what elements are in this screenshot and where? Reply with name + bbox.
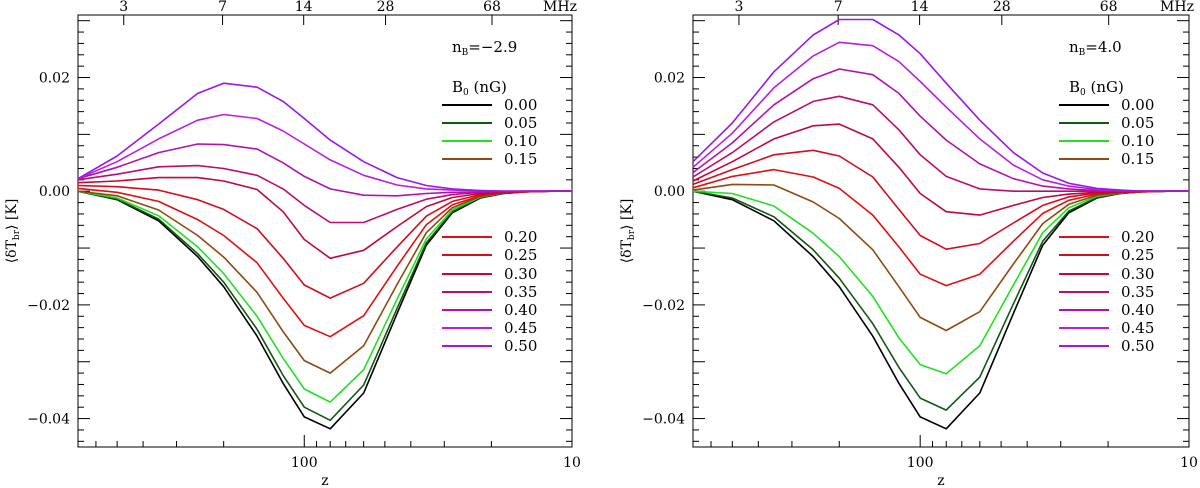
- series-line-0.50: [77, 82, 572, 192]
- legend-label-0.05: 0.05: [504, 114, 537, 132]
- legend-label-0.35: 0.35: [504, 283, 537, 301]
- series-line-0.40: [77, 143, 572, 197]
- x-tick-label: 100: [291, 455, 318, 471]
- legend-label-0.30: 0.30: [504, 265, 537, 283]
- legend-label-0.20: 0.20: [504, 228, 537, 246]
- top-tick-label: 68: [1100, 0, 1118, 15]
- legend-title-main: B: [1069, 78, 1080, 96]
- x-axis-label: z: [937, 473, 944, 488]
- y-tick-label: −0.04: [642, 412, 685, 428]
- y-axis-label-main: ⟨δT: [619, 239, 635, 263]
- panel-left: 100 10 3 7 14 28 68 MHz 0.02 0.00 −0.02 −0.04 z ⟨δTbr…: [4, 0, 581, 488]
- nB-label: n: [1069, 38, 1079, 56]
- top-tick-label: 14: [295, 0, 313, 15]
- series-line-0.00: [77, 190, 572, 430]
- plot-frame: [692, 14, 1190, 448]
- legend-label-0.40: 0.40: [1121, 301, 1154, 319]
- y-axis-label: ⟨δTbr⟩ [K]: [619, 199, 637, 264]
- nB-annotation: nB=−2.9: [452, 38, 517, 58]
- nB-sub: B: [1079, 48, 1086, 58]
- x-tick-label: 10: [1180, 455, 1198, 471]
- y-axis-label-main: ⟨δT: [4, 239, 20, 263]
- legend-label-0.05: 0.05: [1121, 114, 1154, 132]
- series-line-0.25: [692, 149, 1189, 250]
- x-axis-label: z: [321, 473, 328, 488]
- legend-label-0.20: 0.20: [1121, 228, 1154, 246]
- y-tick-label: 0.00: [39, 184, 70, 200]
- nB-sub: B: [462, 48, 469, 58]
- legend-label-0.10: 0.10: [504, 132, 537, 150]
- svg-text:⟨δTbr⟩ [K]: ⟨δTbr⟩ [K]: [619, 199, 637, 264]
- y-axis-label-sub: br: [627, 229, 637, 240]
- series-line-0.20: [77, 187, 572, 338]
- legend-label-0.30: 0.30: [1121, 265, 1154, 283]
- legend-title-unit: (nG): [469, 78, 507, 96]
- legend-title: B0 (nG): [1069, 78, 1124, 98]
- series-line-0.45: [692, 41, 1189, 192]
- top-tick-label: 3: [119, 0, 128, 15]
- top-axis-unit: MHz: [543, 0, 577, 15]
- legend-label-0.15: 0.15: [1121, 150, 1154, 168]
- nB-label: n: [452, 38, 462, 56]
- y-axis-label-sub: br: [12, 229, 22, 240]
- y-axis-label: ⟨δTbr⟩ [K]: [4, 199, 22, 264]
- plot-frame: [77, 14, 573, 448]
- top-tick-label: 28: [993, 0, 1011, 15]
- y-tick-label: 0.02: [39, 71, 70, 87]
- series-line-0.05: [77, 190, 572, 422]
- series-line-0.15: [692, 183, 1189, 332]
- top-tick-label: 3: [734, 0, 743, 15]
- nB-value: =4.0: [1085, 38, 1121, 56]
- x-tick-label: 100: [907, 455, 934, 471]
- panel-right: 100 10 3 7 14 28 68 MHz 0.02 0.00 −0.02 −0.04 z ⟨δTbr…: [619, 0, 1198, 488]
- y-tick-label: 0.02: [654, 71, 685, 87]
- y-tick-label: 0.00: [654, 184, 685, 200]
- y-axis-label-unit: ⟩ [K]: [4, 199, 20, 230]
- series-line-0.30: [692, 123, 1189, 216]
- y-axis-label-unit: ⟩ [K]: [619, 199, 635, 230]
- legend-label-0.25: 0.25: [504, 246, 537, 264]
- legend-title-sub: 0: [1080, 88, 1086, 98]
- legend-title-main: B: [452, 78, 463, 96]
- series-line-0.05: [692, 190, 1189, 411]
- x-tick-label: 10: [563, 455, 581, 471]
- top-tick-label: 68: [483, 0, 501, 15]
- top-tick-label: 28: [377, 0, 395, 15]
- series-line-0.25: [77, 184, 572, 299]
- legend-label-0.40: 0.40: [504, 301, 537, 319]
- legend-title-sub: 0: [463, 88, 469, 98]
- top-tick-label: 14: [911, 0, 929, 15]
- legend-title: B0 (nG): [452, 78, 507, 98]
- legend-label-0.00: 0.00: [1121, 96, 1154, 114]
- legend-label-0.25: 0.25: [1121, 246, 1154, 264]
- top-axis-unit: MHz: [1160, 0, 1194, 15]
- series-line-0.20: [692, 168, 1189, 287]
- legend-label-0.35: 0.35: [1121, 283, 1154, 301]
- legend-label-0.00: 0.00: [504, 96, 537, 114]
- series-line-0.00: [692, 190, 1189, 430]
- nB-annotation: nB=4.0: [1069, 38, 1122, 58]
- legend-label-0.50: 0.50: [1121, 337, 1154, 355]
- series-line-0.45: [77, 113, 572, 192]
- top-tick-label: 7: [218, 0, 227, 15]
- legend-title-unit: (nG): [1086, 78, 1124, 96]
- svg-text:⟨δTbr⟩ [K]: ⟨δTbr⟩ [K]: [4, 199, 22, 264]
- y-tick-label: −0.04: [27, 412, 70, 428]
- series-line-0.50: [692, 18, 1189, 192]
- legend-label-0.45: 0.45: [504, 319, 537, 337]
- legend-label-0.15: 0.15: [504, 150, 537, 168]
- y-tick-label: −0.02: [27, 298, 70, 314]
- legend-label-0.45: 0.45: [1121, 319, 1154, 337]
- legend-label-0.10: 0.10: [1121, 132, 1154, 150]
- nB-value: =−2.9: [468, 38, 517, 56]
- top-tick-label: 7: [834, 0, 843, 15]
- legend-label-0.50: 0.50: [504, 337, 537, 355]
- y-tick-label: −0.02: [642, 298, 685, 314]
